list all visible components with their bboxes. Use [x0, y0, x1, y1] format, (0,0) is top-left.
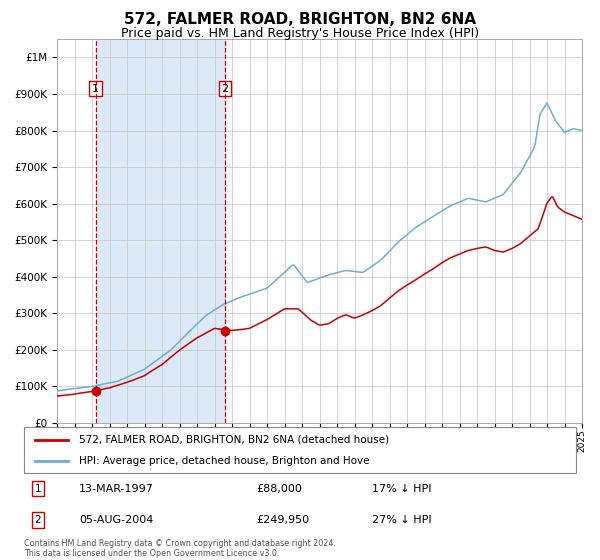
Text: 2: 2 — [221, 83, 229, 94]
Bar — [95, 39, 225, 423]
Text: £88,000: £88,000 — [256, 484, 302, 494]
Text: 17% ↓ HPI: 17% ↓ HPI — [372, 484, 431, 494]
Text: £249,950: £249,950 — [256, 515, 309, 525]
Text: 572, FALMER ROAD, BRIGHTON, BN2 6NA (detached house): 572, FALMER ROAD, BRIGHTON, BN2 6NA (det… — [79, 435, 389, 445]
Text: 05-AUG-2004: 05-AUG-2004 — [79, 515, 154, 525]
Text: 1: 1 — [92, 83, 99, 94]
Text: Price paid vs. HM Land Registry's House Price Index (HPI): Price paid vs. HM Land Registry's House … — [121, 27, 479, 40]
Text: 2: 2 — [34, 515, 41, 525]
Text: Contains HM Land Registry data © Crown copyright and database right 2024.
This d: Contains HM Land Registry data © Crown c… — [24, 539, 336, 558]
Text: 13-MAR-1997: 13-MAR-1997 — [79, 484, 154, 494]
Text: 1: 1 — [34, 484, 41, 494]
Text: 27% ↓ HPI: 27% ↓ HPI — [372, 515, 431, 525]
Text: 572, FALMER ROAD, BRIGHTON, BN2 6NA: 572, FALMER ROAD, BRIGHTON, BN2 6NA — [124, 12, 476, 27]
Text: HPI: Average price, detached house, Brighton and Hove: HPI: Average price, detached house, Brig… — [79, 456, 370, 466]
FancyBboxPatch shape — [24, 427, 576, 473]
